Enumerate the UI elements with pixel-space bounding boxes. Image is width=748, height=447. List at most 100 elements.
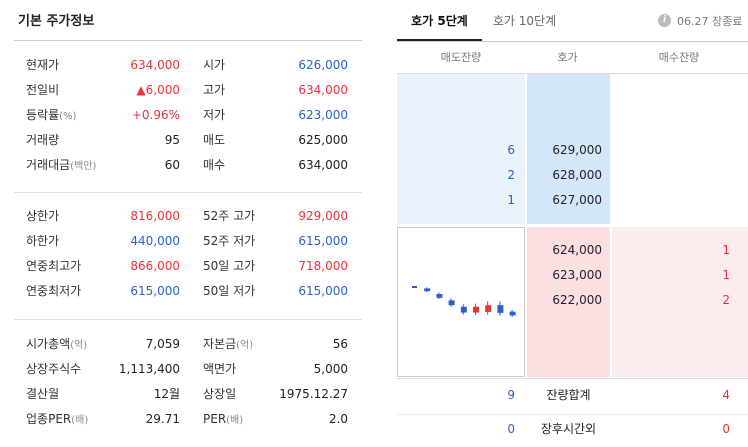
info-value: 929,000 — [298, 209, 348, 223]
info-row: 시가총액(억) 7,059 자본금(억) 56 — [14, 332, 362, 357]
info-row: 결산월 12월 상장일 1975.12.27 — [14, 382, 362, 407]
info-value: 634,000 — [130, 58, 180, 72]
info-value: 1,113,400 — [118, 362, 180, 376]
info-row: 업종PER(배) 29.71 PER(배) 2.0 — [14, 407, 362, 432]
info-label: PER(배) — [203, 407, 243, 433]
info-label: 저가 — [203, 103, 225, 129]
info-label-unit: (배) — [71, 415, 89, 426]
header-price: 호가 — [557, 51, 578, 64]
info-value: 634,000 — [298, 83, 348, 97]
mini-candle-chart-svg — [412, 286, 516, 317]
info-label-unit: (억) — [70, 340, 88, 351]
info-value: 615,000 — [298, 284, 348, 298]
total-sell-qty: 9 — [507, 388, 515, 402]
group-divider — [14, 192, 362, 193]
company-info-group: 시가총액(억) 7,059 자본금(억) 56 상장주식수 1,113,400 액면가 5,0… — [14, 332, 362, 432]
info-label-text: 자본금 — [203, 337, 237, 351]
candle-body — [460, 306, 467, 313]
info-value: 1975.12.27 — [279, 387, 348, 401]
after-hours-label: 장후시간외 — [540, 422, 597, 436]
group-divider — [14, 319, 362, 320]
candle-body — [448, 300, 455, 306]
info-row: 상장주식수 1,113,400 액면가 5,000 — [14, 357, 362, 382]
info-label: 시가총액(억) — [26, 332, 87, 358]
info-value: 2.0 — [328, 412, 348, 426]
tab-10-levels[interactable]: 호가 10단계 — [492, 14, 557, 28]
candle-body — [412, 286, 417, 288]
info-label-text: 저가 — [203, 108, 226, 122]
buy-order-qty: 2 — [722, 293, 730, 307]
info-label-text: 52주 고가 — [203, 209, 256, 223]
candle-body — [509, 311, 516, 316]
info-label-unit: (백만) — [70, 161, 97, 172]
info-label: 등락률(%) — [26, 103, 76, 129]
info-row: 연중최고가 866,000 50일 고가 718,000 — [14, 254, 362, 279]
total-label: 잔량합계 — [546, 388, 591, 402]
info-label: 상장일 — [203, 382, 236, 408]
info-label: 거래대금(백만) — [26, 153, 96, 179]
candle-body — [473, 306, 479, 313]
buy-qty-area — [612, 227, 748, 377]
info-label-text: 현재가 — [26, 58, 60, 72]
sell-qty-area — [397, 74, 525, 224]
basic-stock-info-title: 기본 주가정보 — [18, 14, 95, 29]
sell-order-price: 627,000 — [552, 193, 602, 207]
info-label: 결산월 — [26, 382, 59, 408]
info-value: 60 — [164, 158, 180, 172]
candle-body — [485, 305, 492, 312]
info-value: 718,000 — [298, 259, 348, 273]
info-label-text: 거래대금 — [26, 158, 71, 172]
info-row: 거래량 95 매도 625,000 — [14, 128, 362, 153]
info-label: 거래량 — [26, 128, 59, 154]
info-value: 625,000 — [298, 133, 348, 147]
info-label-text: 매도 — [203, 133, 226, 147]
info-value: 623,000 — [298, 108, 348, 122]
buy-order-qty: 1 — [722, 243, 730, 257]
order-book-panel: 호가 5단계 호가 10단계 i 06.27 장종료 매도잔량 호가 매수잔량 … — [397, 0, 748, 447]
candle-body — [497, 305, 504, 313]
sell-order-qty: 2 — [507, 168, 515, 182]
info-label-text: 전일비 — [26, 83, 60, 97]
buy-order-price: 623,000 — [552, 268, 602, 282]
info-value: 56 — [332, 337, 348, 351]
info-label-text: 등락률 — [26, 108, 60, 122]
info-label: 52주 고가 — [203, 204, 255, 230]
after-hours-sell-qty: 0 — [507, 422, 515, 436]
sell-order-qty: 6 — [507, 143, 515, 157]
info-label-unit: (%) — [59, 111, 77, 122]
info-label-text: PER — [203, 412, 227, 426]
sell-price-area — [527, 74, 610, 224]
info-label: 업종PER(배) — [26, 407, 88, 433]
info-value: 615,000 — [298, 234, 348, 248]
header-divider — [397, 73, 748, 74]
info-value: 626,000 — [298, 58, 348, 72]
info-label: 50일 고가 — [203, 254, 255, 280]
info-label-text: 상장주식수 — [26, 362, 82, 376]
buy-order-price: 622,000 — [552, 293, 602, 307]
tab-5-levels[interactable]: 호가 5단계 — [397, 0, 482, 41]
after-hours-divider — [397, 414, 748, 415]
info-label: 연중최고가 — [26, 254, 81, 280]
total-divider — [397, 378, 748, 379]
info-label: 액면가 — [203, 357, 236, 383]
info-label-text: 결산월 — [26, 387, 60, 401]
info-label: 연중최저가 — [26, 279, 81, 305]
info-label-text: 50일 고가 — [203, 259, 256, 273]
info-label: 하한가 — [26, 229, 59, 255]
info-label: 매도 — [203, 128, 225, 154]
mini-candle-chart — [397, 227, 525, 377]
info-value: 816,000 — [130, 209, 180, 223]
info-value: ▲6,000 — [136, 83, 180, 97]
info-row: 연중최저가 615,000 50일 저가 615,000 — [14, 279, 362, 304]
limit-info-group: 상한가 816,000 52주 고가 929,000 하한가 440,000 52주 저가 6… — [14, 204, 362, 304]
info-label-text: 연중최고가 — [26, 259, 82, 273]
info-label-text: 상한가 — [26, 209, 60, 223]
market-close-time: 06.27 장종료 — [677, 15, 743, 28]
buy-price-area — [527, 227, 610, 377]
info-label-text: 거래량 — [26, 133, 60, 147]
info-value: 440,000 — [130, 234, 180, 248]
info-icon[interactable]: i — [658, 14, 671, 27]
total-buy-qty: 4 — [722, 388, 730, 402]
info-label-text: 연중최저가 — [26, 284, 82, 298]
info-value: 95 — [164, 133, 180, 147]
